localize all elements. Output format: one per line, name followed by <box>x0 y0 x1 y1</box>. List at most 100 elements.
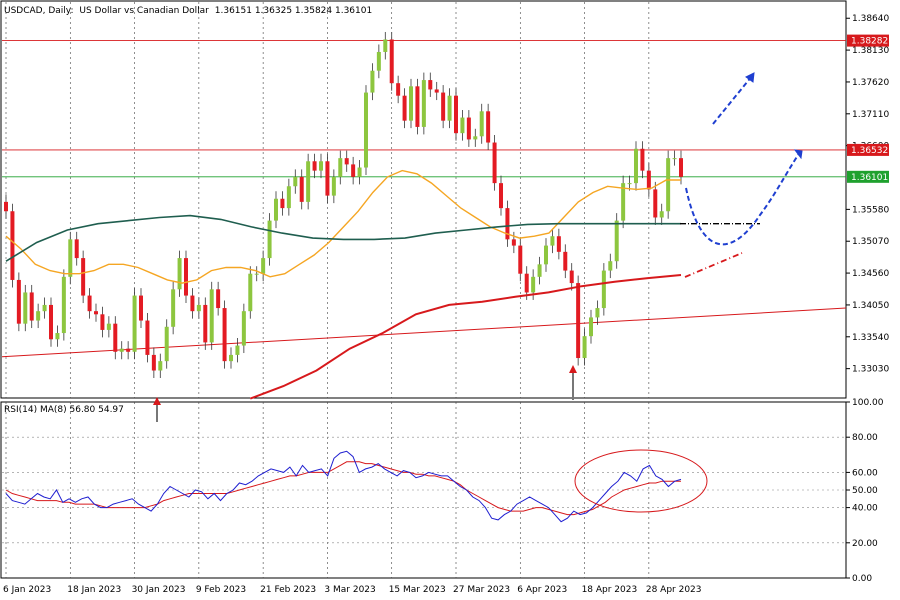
candle-body <box>582 336 587 359</box>
overlay-layer <box>1 40 847 358</box>
candle-body <box>325 161 330 196</box>
candle-body <box>589 317 593 337</box>
candle-body <box>550 236 555 246</box>
candle-body <box>479 111 484 137</box>
candle-body <box>145 320 150 355</box>
rsi-tick-label: 40.00 <box>852 504 878 514</box>
x-tick-label: 6 Jan 2023 <box>3 585 51 595</box>
x-tick-label: 30 Jan 2023 <box>132 585 186 595</box>
candle-body <box>659 211 664 218</box>
arrowhead <box>153 397 161 405</box>
candle-body <box>312 161 317 171</box>
candle-body <box>299 176 304 202</box>
candle-body <box>376 51 381 71</box>
candle-body <box>601 270 606 309</box>
candle-body <box>396 83 401 96</box>
candle-body <box>351 164 356 177</box>
candle-body <box>627 183 632 185</box>
forecast-arrow-up <box>685 151 801 246</box>
candle-body <box>666 158 671 212</box>
candle-body <box>370 70 375 93</box>
candle-body <box>61 276 66 334</box>
y-tick-label: 1.34560 <box>852 269 889 279</box>
x-tick-label: 18 Jan 2023 <box>67 585 121 595</box>
candle-body <box>119 348 124 352</box>
candle-body <box>595 308 600 318</box>
candle-body <box>344 158 349 165</box>
candle-body <box>486 111 491 143</box>
y-tick-label: 1.35580 <box>852 205 889 215</box>
candle-body <box>511 239 516 246</box>
candle-body <box>274 198 278 221</box>
y-tick-label: 1.38130 <box>852 46 889 56</box>
candle-body <box>132 295 137 352</box>
rsi-highlight-ellipse <box>574 449 708 513</box>
fast-ma-line <box>5 169 681 284</box>
price-level-tag <box>847 170 889 183</box>
candle-body <box>653 189 658 218</box>
candle-body <box>23 292 28 324</box>
candle-body <box>331 176 336 196</box>
x-tick-label: 28 Apr 2023 <box>646 585 702 595</box>
candle-body <box>383 39 388 52</box>
candle-body <box>505 208 510 240</box>
candle-body <box>216 289 221 309</box>
x-tick-label: 21 Feb 2023 <box>260 585 316 595</box>
candle-body <box>16 279 21 324</box>
candle-body <box>74 239 79 259</box>
candle-body <box>267 220 272 259</box>
candle-body <box>621 183 626 221</box>
candle-body <box>614 220 619 262</box>
forecast-arrow-far <box>712 75 753 125</box>
rsi-tick-label: 60.00 <box>852 468 878 478</box>
candle-body <box>55 333 60 340</box>
y-tick-label: 1.33030 <box>852 365 889 375</box>
candle-body <box>248 273 253 312</box>
candle-body <box>100 314 105 330</box>
candle-body <box>261 258 266 274</box>
candle-body <box>196 304 201 312</box>
rsi-tick-label: 50.00 <box>852 486 878 496</box>
candle-body <box>306 161 311 202</box>
x-tick-label: 27 Mar 2023 <box>453 585 510 595</box>
rsi-tick-label: 20.00 <box>852 539 878 549</box>
mid-ma-line <box>5 214 681 262</box>
rsi-tick-label: 80.00 <box>852 433 878 443</box>
candle-body <box>563 251 568 271</box>
candle-body <box>466 117 471 140</box>
candle-body <box>126 348 131 352</box>
price-level-label: 1.38282 <box>851 37 888 47</box>
price-level-label: 1.36532 <box>851 146 888 156</box>
candle-body <box>203 304 208 343</box>
x-tick-label: 15 Mar 2023 <box>389 585 446 595</box>
y-tick-label: 1.33540 <box>852 333 889 343</box>
arrowhead <box>793 149 803 160</box>
candle-body <box>319 161 323 171</box>
candle-body <box>229 354 233 362</box>
candle-body <box>518 245 523 274</box>
y-tick-label: 1.38640 <box>852 14 889 24</box>
candle-body <box>42 304 47 312</box>
candle-body <box>171 289 176 327</box>
candle-body <box>441 92 446 121</box>
candle-body <box>4 201 8 212</box>
x-tick-label: 6 Apr 2023 <box>517 585 567 595</box>
candle-body <box>415 86 420 127</box>
slow-ma-line <box>249 274 682 400</box>
y-tick-label: 1.37620 <box>852 78 889 88</box>
candle-body <box>106 323 111 330</box>
annotation-layer <box>153 72 803 422</box>
price-level-tag <box>847 143 889 156</box>
rsi-title: RSI(14) MA(8) 56.80 54.97 <box>4 405 124 415</box>
forecast-slow-ma-extension <box>684 252 743 278</box>
candle-body <box>428 80 433 90</box>
candle-body <box>524 273 529 293</box>
candle-body <box>556 236 561 252</box>
axis-layer: 6 Jan 2023 18 Jan 2023 30 Jan 2023 9 Feb 20… <box>3 14 889 595</box>
candle-body <box>36 311 41 321</box>
y-tick-label: 1.35070 <box>852 237 889 247</box>
x-tick-label: 3 Mar 2023 <box>324 585 375 595</box>
arrowhead <box>569 365 577 373</box>
candle-body <box>454 95 458 134</box>
